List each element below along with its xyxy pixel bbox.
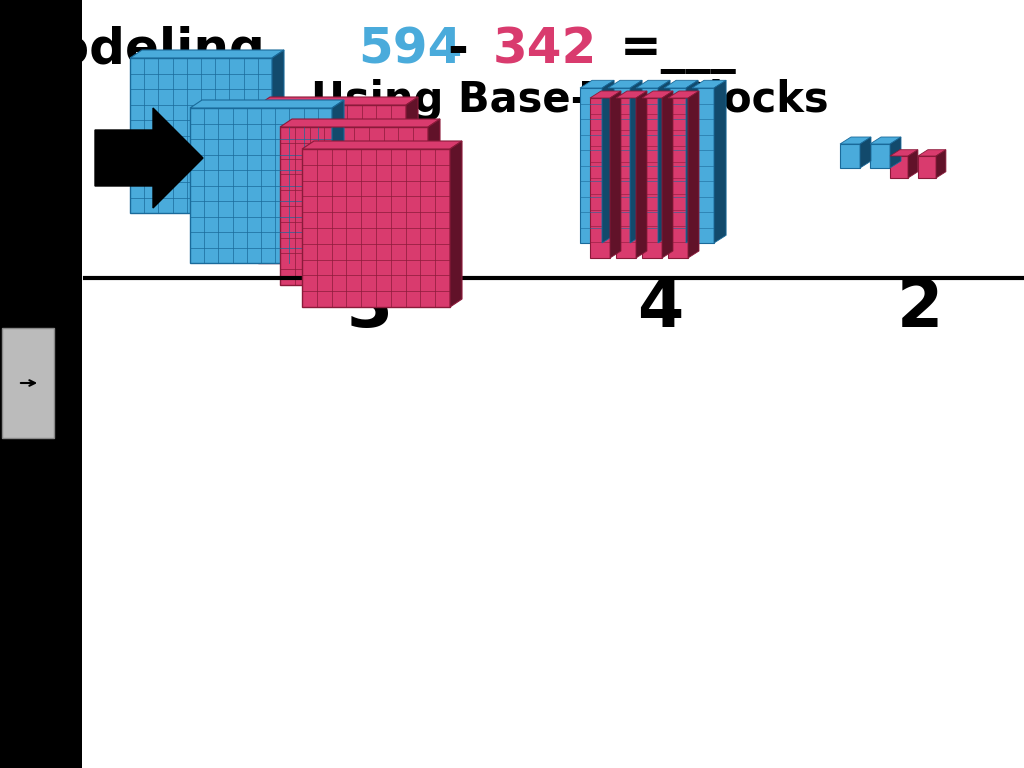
Polygon shape — [608, 81, 642, 88]
Polygon shape — [302, 141, 462, 149]
Polygon shape — [692, 81, 726, 88]
Polygon shape — [190, 100, 344, 108]
Bar — [608, 88, 630, 243]
Polygon shape — [936, 150, 946, 178]
Text: Using Base-Ten Blocks: Using Base-Ten Blocks — [311, 79, 828, 121]
Bar — [590, 98, 610, 258]
Bar — [258, 105, 406, 263]
Polygon shape — [890, 150, 918, 156]
Polygon shape — [664, 81, 698, 88]
Text: 3: 3 — [347, 275, 393, 341]
Text: -: - — [447, 26, 468, 74]
Bar — [616, 98, 636, 258]
Polygon shape — [860, 137, 871, 168]
Polygon shape — [406, 97, 418, 263]
Bar — [890, 156, 908, 178]
Bar — [580, 88, 602, 243]
Bar — [280, 127, 428, 285]
Text: 342: 342 — [493, 26, 597, 74]
Polygon shape — [658, 81, 670, 243]
Bar — [918, 156, 936, 178]
Polygon shape — [870, 137, 901, 144]
Bar — [642, 98, 662, 258]
Bar — [636, 88, 658, 243]
Polygon shape — [686, 81, 698, 243]
Polygon shape — [95, 108, 203, 208]
Polygon shape — [428, 119, 440, 285]
Bar — [0, 0, 82, 768]
Bar — [870, 144, 890, 168]
Polygon shape — [642, 91, 673, 98]
Bar — [190, 108, 332, 263]
Text: 594: 594 — [357, 26, 462, 74]
Polygon shape — [918, 150, 946, 156]
Polygon shape — [714, 81, 726, 243]
Polygon shape — [636, 81, 670, 88]
Polygon shape — [610, 91, 621, 258]
Polygon shape — [688, 91, 699, 258]
Bar — [130, 58, 272, 213]
Polygon shape — [890, 137, 901, 168]
Bar — [664, 88, 686, 243]
Bar — [302, 149, 450, 307]
Polygon shape — [332, 100, 344, 263]
Polygon shape — [590, 91, 621, 98]
Polygon shape — [630, 81, 642, 243]
Bar — [668, 98, 688, 258]
Polygon shape — [668, 91, 699, 98]
Text: 2: 2 — [897, 275, 943, 341]
Polygon shape — [580, 81, 614, 88]
Polygon shape — [272, 50, 284, 213]
Bar — [2, 328, 54, 438]
Text: Modeling: Modeling — [5, 26, 300, 74]
Polygon shape — [280, 119, 440, 127]
Polygon shape — [636, 91, 647, 258]
Polygon shape — [616, 91, 647, 98]
Polygon shape — [908, 150, 918, 178]
Polygon shape — [662, 91, 673, 258]
Polygon shape — [130, 50, 284, 58]
Polygon shape — [450, 141, 462, 307]
Bar — [840, 144, 860, 168]
Text: 4: 4 — [637, 275, 683, 341]
Polygon shape — [840, 137, 871, 144]
Bar — [692, 88, 714, 243]
Polygon shape — [258, 97, 418, 105]
Polygon shape — [602, 81, 614, 243]
Text: =___: =___ — [620, 26, 736, 74]
